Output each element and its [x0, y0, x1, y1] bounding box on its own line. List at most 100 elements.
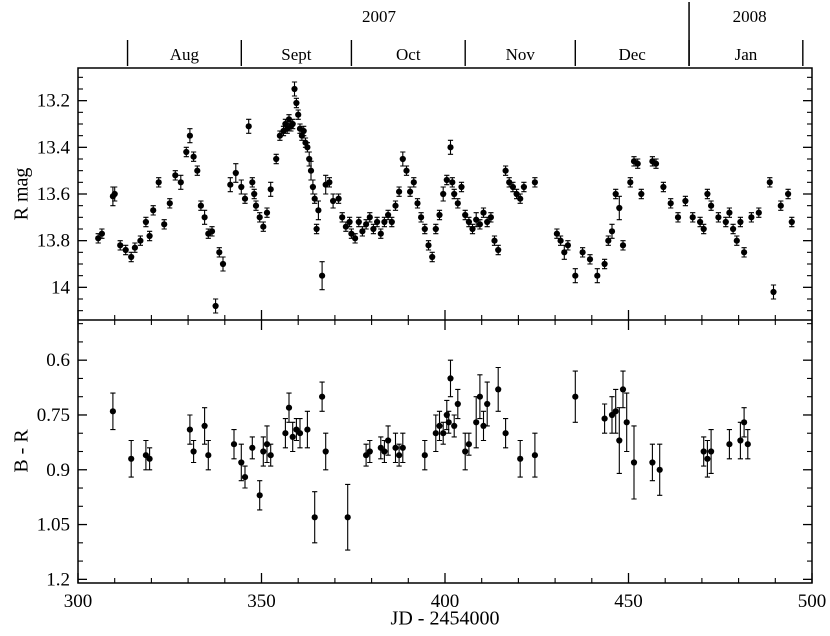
- b-minus-r-point: [396, 452, 403, 459]
- month-label: Dec: [618, 45, 646, 64]
- r-mag-point: [557, 237, 564, 244]
- b-minus-r-point: [454, 400, 461, 408]
- r-mag-point: [313, 225, 320, 233]
- b-minus-r-point: [399, 444, 406, 451]
- y-tick-label: 0.75: [37, 405, 70, 426]
- r-mag-point: [495, 246, 502, 254]
- r-mag-point: [689, 214, 696, 221]
- r-mag-point: [469, 225, 476, 233]
- r-mag-point: [201, 214, 208, 221]
- plot-frame: [77, 67, 813, 584]
- b-minus-r-point: [201, 422, 208, 429]
- b-minus-r-point: [476, 393, 483, 400]
- r-mag-point: [572, 272, 579, 279]
- r-mag-point: [137, 237, 144, 244]
- r-mag-point: [311, 195, 318, 202]
- r-mag-point: [436, 211, 443, 219]
- r-mag-point: [414, 200, 421, 207]
- r-mag-point: [309, 183, 316, 191]
- r-mag-point: [197, 202, 204, 209]
- b-minus-r-point: [630, 459, 638, 466]
- b-minus-r-point: [436, 422, 443, 429]
- r-mag-point: [177, 179, 184, 186]
- r-mag-point: [561, 249, 568, 256]
- r-mag-point: [473, 216, 480, 223]
- b-minus-r-point: [443, 411, 450, 419]
- b-minus-r-point: [432, 430, 439, 437]
- r-mag-point: [282, 120, 289, 128]
- y-tick-label: 13.6: [37, 184, 70, 205]
- r-mag-point: [612, 190, 619, 198]
- r-mag-point: [122, 246, 129, 254]
- r-mag-point: [388, 218, 395, 226]
- r-mag-point: [227, 181, 234, 188]
- r-mag-point: [777, 202, 784, 209]
- r-mag-point: [506, 179, 513, 186]
- b-minus-r-point: [241, 474, 249, 481]
- r-mag-point: [285, 116, 293, 123]
- r-mag-point: [263, 209, 271, 216]
- top-y-axis-label: R mag: [10, 167, 33, 221]
- r-mag-point: [256, 214, 263, 221]
- r-mag-point: [579, 249, 586, 256]
- r-mag-point: [513, 190, 520, 198]
- b-minus-r-point: [741, 419, 748, 426]
- r-mag-point: [667, 200, 674, 207]
- r-mag-point: [682, 197, 689, 205]
- r-mag-point: [652, 160, 660, 167]
- b-minus-r-point: [495, 386, 502, 393]
- b-minus-r-point: [230, 441, 238, 448]
- year-label: 2008: [733, 7, 767, 26]
- r-mag-point: [146, 232, 153, 240]
- year-label: 2007: [362, 7, 397, 26]
- b-minus-r-point: [737, 437, 744, 444]
- r-mag-point: [697, 218, 704, 226]
- r-mag-point: [619, 242, 627, 249]
- r-mag-point: [304, 144, 311, 151]
- r-mag-point: [674, 214, 682, 221]
- r-mag-point: [249, 179, 256, 186]
- b-minus-r-point: [344, 514, 351, 521]
- r-mag-point: [741, 249, 748, 256]
- r-mag-point: [374, 218, 381, 226]
- r-mag-point: [726, 209, 733, 216]
- b-minus-r-point: [465, 441, 472, 448]
- b-minus-r-point: [744, 441, 751, 448]
- b-minus-r-point: [260, 448, 267, 455]
- bottom-y-axis-label: B - R: [10, 429, 33, 473]
- b-minus-r-point: [385, 437, 392, 444]
- r-mag-point: [399, 155, 406, 163]
- r-mag-point: [186, 132, 193, 139]
- r-mag-point: [605, 237, 612, 244]
- b-minus-r-point: [392, 444, 399, 451]
- r-mag-point: [276, 132, 283, 139]
- r-mag-point: [484, 218, 491, 226]
- b-minus-r-point: [473, 419, 480, 426]
- b-minus-r-point: [319, 393, 326, 400]
- r-mag-point: [377, 230, 384, 237]
- r-mag-point: [660, 183, 667, 191]
- r-mag-point: [733, 237, 740, 244]
- r-mag-point: [370, 225, 377, 233]
- b-minus-r-point: [146, 455, 153, 462]
- b-minus-r-point: [186, 426, 193, 433]
- r-mag-point: [98, 230, 105, 237]
- r-mag-point: [359, 228, 366, 235]
- x-axis-label: JD - 2454000: [390, 607, 500, 630]
- b-minus-r-point: [296, 430, 304, 437]
- r-mag-point: [307, 167, 315, 174]
- r-mag-point: [704, 190, 711, 198]
- r-mag-point: [293, 99, 300, 107]
- r-mag-point: [183, 148, 190, 156]
- r-mag-point: [491, 237, 498, 244]
- b-minus-r-point: [289, 433, 296, 440]
- r-mag-point: [289, 120, 296, 128]
- b-minus-r-point: [440, 430, 447, 437]
- r-mag-point: [770, 288, 777, 296]
- r-mag-point: [216, 249, 223, 256]
- b-minus-r-point: [109, 408, 116, 415]
- r-mag-point: [462, 211, 469, 219]
- r-mag-point: [564, 242, 572, 249]
- r-mag-point: [553, 230, 561, 237]
